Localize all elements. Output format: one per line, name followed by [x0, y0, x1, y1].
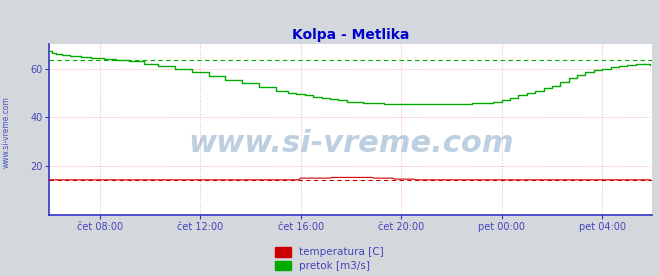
Title: Kolpa - Metlika: Kolpa - Metlika — [292, 28, 410, 42]
Legend: temperatura [C], pretok [m3/s]: temperatura [C], pretok [m3/s] — [275, 247, 384, 271]
Text: www.si-vreme.com: www.si-vreme.com — [188, 129, 514, 158]
Text: www.si-vreme.com: www.si-vreme.com — [2, 97, 11, 168]
